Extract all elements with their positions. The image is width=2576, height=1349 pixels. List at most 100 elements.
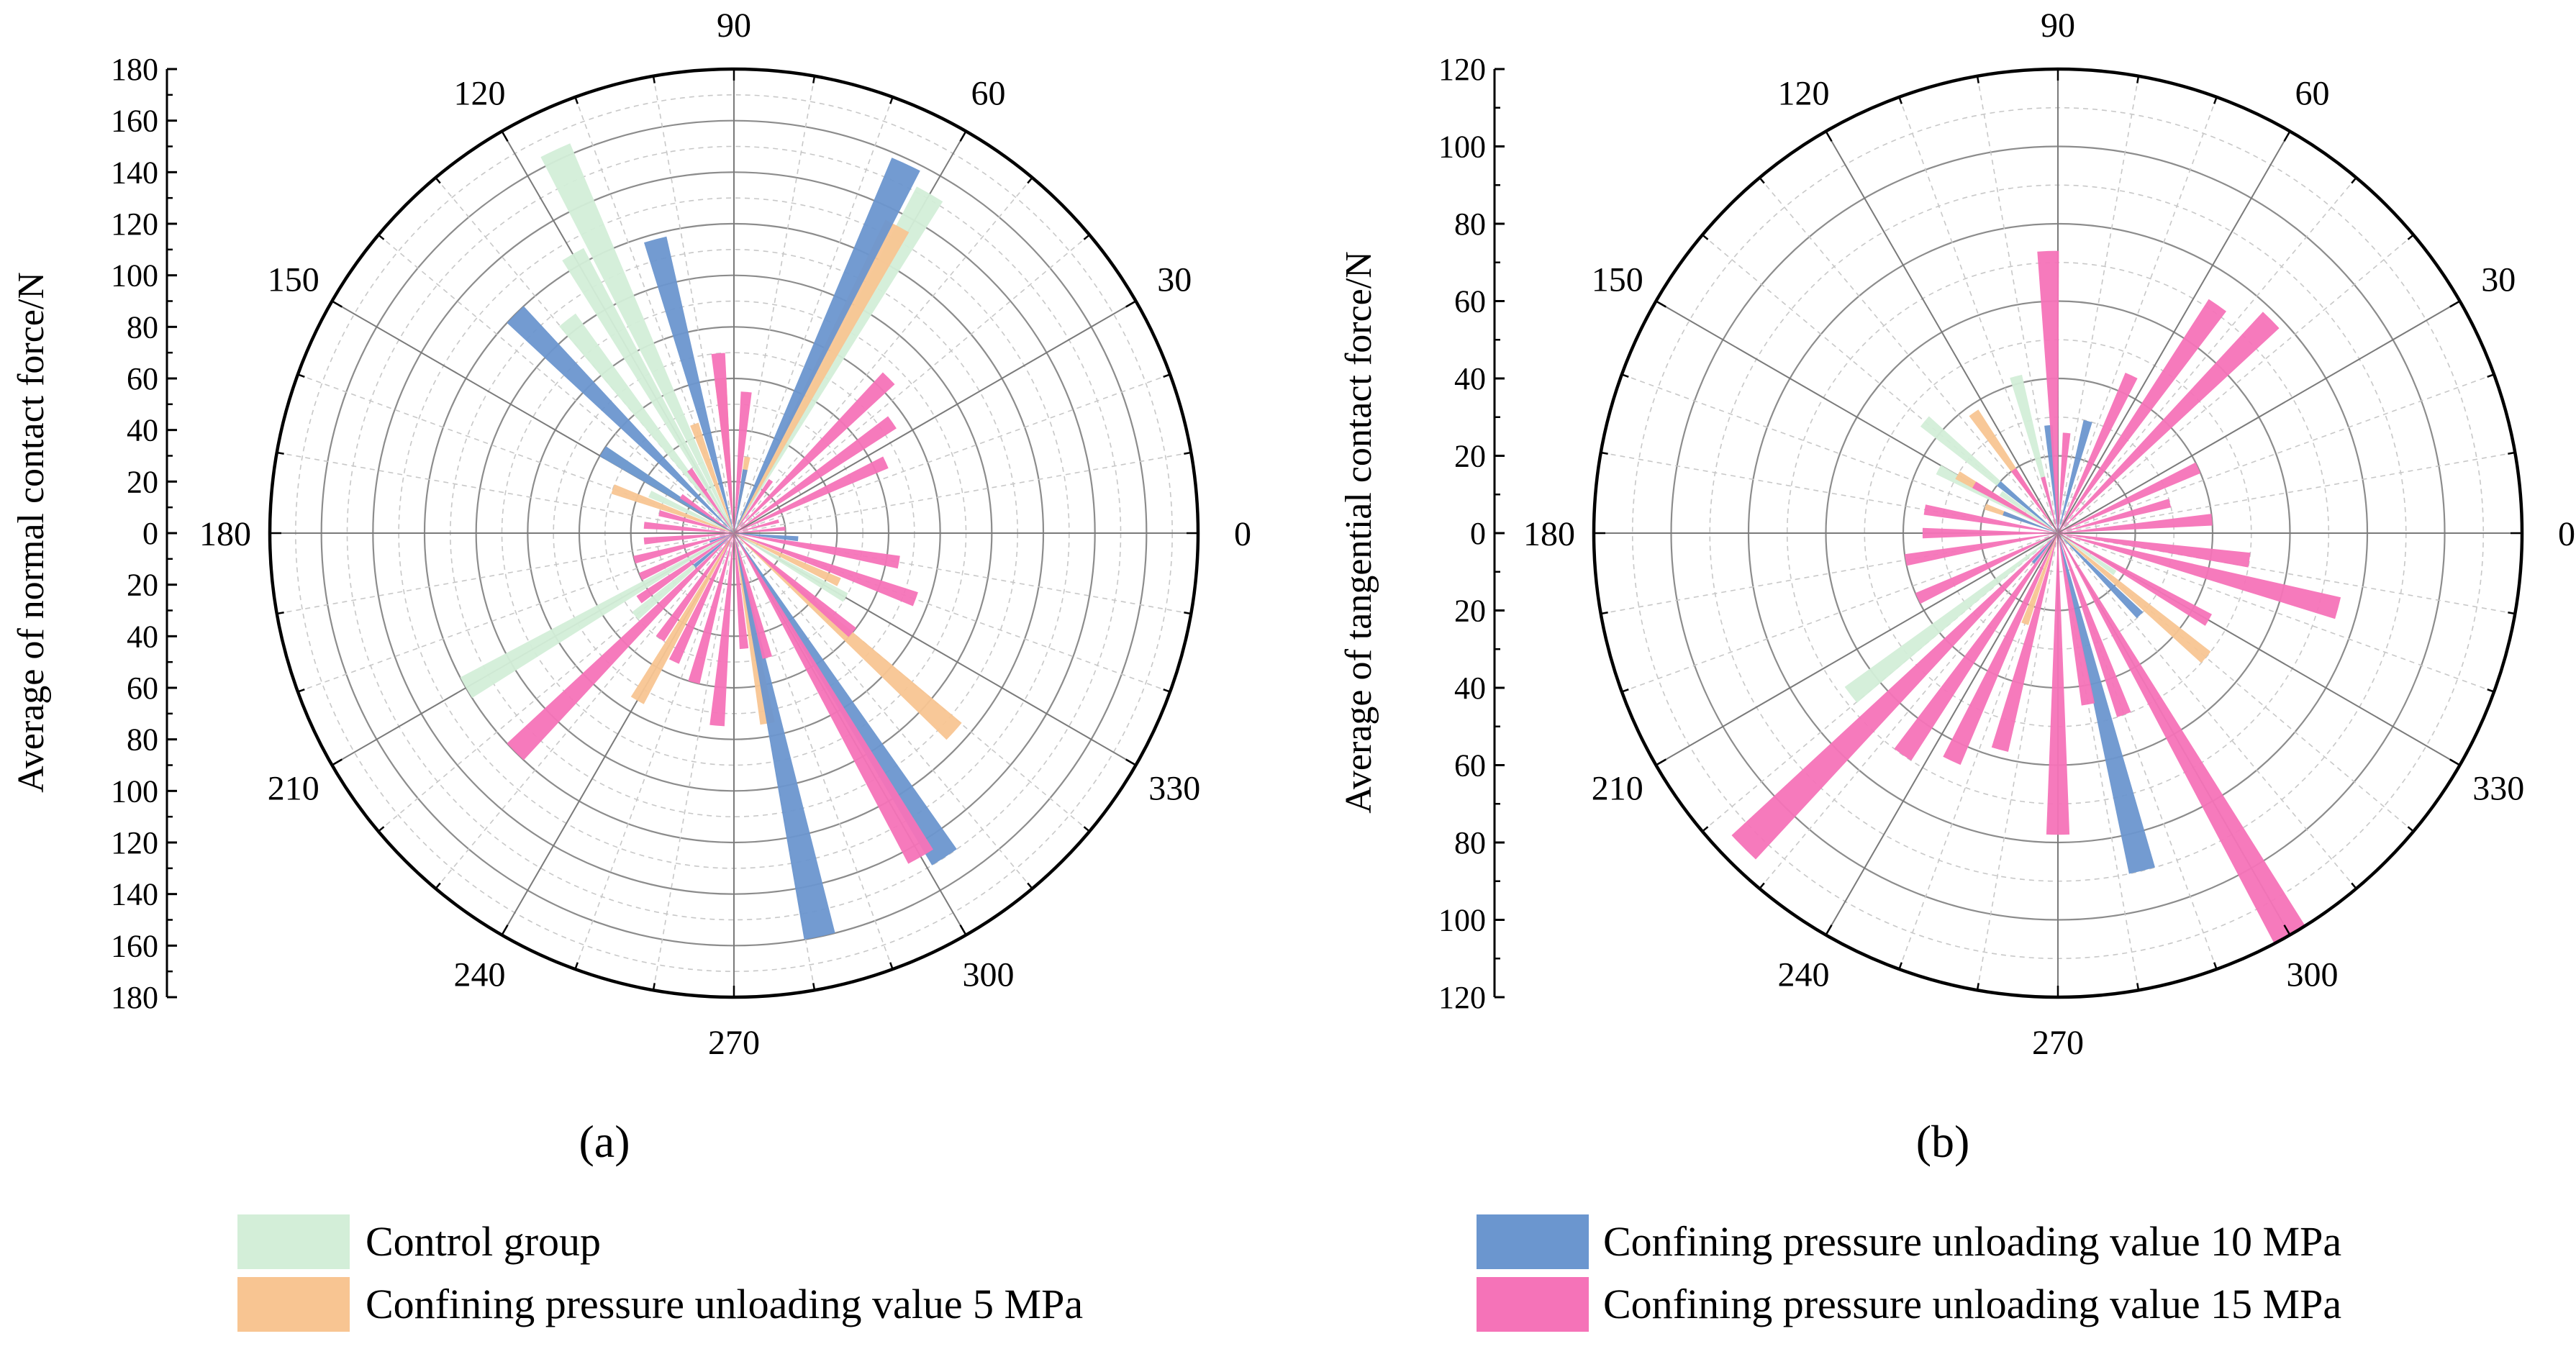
bar-p15-4: [2058, 299, 2226, 533]
bar-control-6: [460, 533, 734, 699]
radial-tick-label: 120: [1438, 52, 1486, 87]
angle-label-300: 300: [963, 955, 1015, 994]
grid-spoke-minor: [733, 532, 894, 970]
grid-spoke-minor: [733, 373, 1171, 534]
radial-tick-label: 40: [1454, 361, 1486, 396]
legend-label-p5: Confining pressure unloading value 5 MPa: [366, 1281, 1083, 1327]
angle-tick: [1702, 826, 1709, 832]
angle-tick: [331, 300, 343, 308]
radial-tick-label: 60: [127, 361, 158, 396]
angle-labels-b: 0 30 60 90 120 150 180 210 240 270 300 330: [1523, 6, 2575, 1062]
bar-p10-4: [2031, 533, 2058, 564]
angle-tick: [2351, 882, 2357, 889]
grid-spoke-minor: [435, 532, 735, 889]
angle-tick: [574, 96, 579, 104]
bar-p15-14: [638, 533, 734, 581]
bar-control-1: [540, 143, 734, 534]
angle-tick: [1600, 612, 1608, 615]
angle-tick: [1976, 983, 1979, 991]
bar-p15-4: [734, 372, 895, 533]
bar-p10-0: [734, 158, 920, 534]
radial-tick-label: 100: [1438, 903, 1486, 938]
angle-label-30: 30: [2481, 261, 2516, 299]
bar-p10-1: [2044, 424, 2058, 533]
grid-spoke-minor: [2057, 177, 2357, 534]
bar-p15-3: [2058, 312, 2280, 533]
angle-tick: [1976, 76, 1979, 83]
grid-spoke: [733, 300, 1137, 534]
grid-spoke-minor: [733, 177, 1033, 534]
angle-tick: [501, 130, 509, 142]
bar-p5-7: [734, 533, 962, 740]
grid-spoke: [1825, 130, 2059, 534]
bar-p15-11: [1923, 504, 2058, 533]
grid-spoke-minor: [1621, 532, 2059, 693]
angle-tick: [889, 96, 894, 104]
bar-p15-15: [1731, 533, 2058, 860]
radial-tick-label: 20: [1454, 594, 1486, 629]
bar-p15-9: [679, 494, 734, 533]
bar-control-3: [559, 313, 734, 533]
angle-tick: [435, 882, 441, 889]
grid-spoke-minor: [733, 234, 1090, 534]
grid-spoke-minor: [2057, 532, 2357, 889]
angle-label-330: 330: [1148, 770, 1200, 808]
angle-tick: [1621, 373, 1629, 378]
angle-tick: [2449, 758, 2461, 766]
angle-label-150: 150: [268, 261, 319, 299]
bar-p15-17: [656, 533, 734, 642]
bar-p10-2: [507, 306, 734, 533]
radial-tick-label: 60: [1454, 284, 1486, 319]
angle-label-210: 210: [1592, 770, 1643, 808]
bar-p15-24: [2058, 533, 2341, 619]
angle-label-30: 30: [1157, 261, 1192, 299]
grid-spoke-minor: [297, 532, 735, 693]
bar-p15-0: [734, 527, 786, 533]
angle-label-120: 120: [454, 75, 506, 113]
angle-tick: [959, 130, 967, 142]
panel-label-a: (a): [579, 1116, 630, 1167]
grid-spoke-minor: [733, 532, 1033, 889]
radial-tick-label: 100: [1438, 130, 1486, 165]
bar-p15-16: [1894, 533, 2058, 761]
angle-tick: [652, 76, 656, 83]
radial-tick-label: 80: [1454, 206, 1486, 242]
polar-bars-a: [460, 143, 962, 940]
grid-spoke-minor: [2057, 373, 2495, 534]
radial-tick-label: 20: [1454, 439, 1486, 474]
angle-tick: [1898, 962, 1902, 970]
bar-control-5: [648, 491, 734, 533]
bar-p15-18: [1991, 533, 2058, 752]
bar-p15-14: [1915, 533, 2058, 604]
bar-p15-13: [1905, 533, 2058, 566]
bar-p15-21: [2058, 533, 2131, 717]
bar-p5-0: [734, 219, 910, 533]
angle-tick: [812, 76, 816, 83]
radial-tick-label: 120: [111, 825, 158, 860]
radial-tick-label: 180: [111, 980, 158, 1015]
radial-tick-label: 20: [127, 568, 158, 603]
legend: Control group Confining pressure unloadi…: [237, 1214, 2341, 1332]
angle-tick: [1825, 925, 1833, 936]
grid-spoke-minor: [2057, 234, 2414, 534]
grid-spoke-minor: [1759, 532, 2059, 889]
radial-tick-label: 120: [111, 206, 158, 242]
bar-p15-7: [2037, 250, 2059, 533]
bar-p15-2: [734, 456, 889, 533]
bar-control-8: [734, 533, 848, 602]
grid-spoke-minor: [276, 532, 735, 614]
angle-tick: [2449, 300, 2461, 308]
radial-axis-a: 180 160 140 120 100 80 60 40 20 0 20 40 60 80 100 120 14…: [111, 52, 177, 1015]
bar-p15-1: [734, 519, 779, 533]
bar-p15-5: [2058, 373, 2138, 533]
bar-p15-23: [734, 533, 933, 864]
radial-tick-label: 120: [1438, 980, 1486, 1015]
bar-p15-23: [2058, 533, 2212, 626]
angle-tick: [652, 983, 656, 991]
radial-tick-label: 80: [127, 309, 158, 345]
bar-p10-8: [734, 533, 799, 542]
radial-tick-label: 40: [127, 413, 158, 448]
panel-label-b: (b): [1916, 1116, 1970, 1167]
legend-swatch-p5: [237, 1277, 350, 1332]
angle-tick: [1027, 882, 1033, 889]
